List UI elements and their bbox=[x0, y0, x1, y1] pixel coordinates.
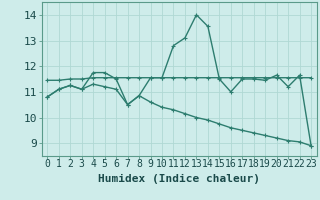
X-axis label: Humidex (Indice chaleur): Humidex (Indice chaleur) bbox=[98, 174, 260, 184]
